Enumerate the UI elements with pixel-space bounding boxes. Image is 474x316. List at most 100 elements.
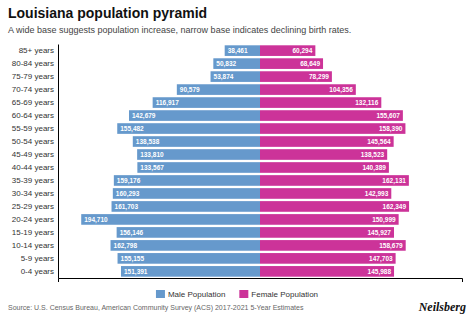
data-label: 155,607 — [376, 112, 400, 120]
data-label: 160,293 — [116, 190, 140, 198]
bar — [137, 162, 260, 173]
y-tick-label: 85+ years — [19, 46, 54, 55]
data-label: 155,155 — [121, 255, 145, 263]
bar — [260, 84, 356, 95]
data-label: 138,538 — [136, 138, 160, 146]
bar — [260, 240, 406, 251]
bar — [114, 175, 260, 186]
data-label: 142,679 — [132, 112, 156, 120]
y-tick-label: 60-64 years — [12, 111, 54, 120]
bar — [260, 149, 387, 160]
data-labels: 151,391155,155162,798156,146194,710161,7… — [84, 47, 406, 276]
y-tick-label: 15-19 years — [12, 228, 54, 237]
data-label: 145,564 — [367, 138, 391, 146]
bar — [117, 227, 260, 238]
y-tick-label: 0-4 years — [21, 267, 54, 276]
y-tick-label: 10-14 years — [12, 241, 54, 250]
data-label: 53,874 — [214, 73, 234, 81]
y-tick: 45-49 years — [12, 150, 58, 159]
title: Louisiana population pyramid — [8, 5, 207, 21]
y-tick-label: 70-74 years — [12, 85, 54, 94]
data-label: 90,579 — [180, 86, 200, 94]
legend-item: Male Population — [156, 290, 225, 299]
data-label: 155,482 — [120, 125, 144, 133]
data-label: 133,567 — [140, 164, 164, 172]
y-tick: 85+ years — [19, 46, 58, 55]
data-label: 162,131 — [382, 177, 406, 185]
data-label: 151,391 — [124, 268, 148, 276]
y-tick-label: 45-49 years — [12, 150, 54, 159]
data-label: 50,832 — [216, 60, 236, 68]
y-axis: 0-4 years 5-9 years 10-14 years 15-19 years… — [12, 45, 59, 279]
legend-label: Female Population — [251, 290, 318, 299]
bar — [260, 97, 381, 108]
bar — [260, 58, 323, 69]
bar — [153, 97, 260, 108]
data-label: 138,523 — [361, 151, 385, 159]
y-tick-label: 25-29 years — [12, 202, 54, 211]
data-label: 158,679 — [379, 242, 403, 250]
bar — [260, 188, 391, 199]
bar — [211, 71, 260, 82]
bar — [225, 45, 260, 56]
legend-label: Male Population — [168, 290, 225, 299]
y-tick: 80-84 years — [12, 59, 58, 68]
bar — [260, 201, 409, 212]
data-label: 158,390 — [379, 125, 403, 133]
y-tick: 40-44 years — [12, 163, 58, 172]
bar — [260, 71, 332, 82]
chart: Louisiana population pyramid A wide base … — [0, 0, 474, 316]
bar — [260, 123, 405, 134]
data-label: 140,389 — [362, 164, 386, 172]
source: Source: U.S. Census Bureau, American Com… — [8, 304, 304, 312]
y-tick: 70-74 years — [12, 85, 58, 94]
y-tick: 30-34 years — [12, 189, 58, 198]
y-tick: 75-79 years — [12, 72, 58, 81]
bar — [260, 214, 399, 225]
y-tick: 55-59 years — [12, 124, 58, 133]
bar — [81, 214, 260, 225]
y-tick: 15-19 years — [12, 228, 58, 237]
data-label: 145,927 — [367, 229, 391, 237]
bar — [260, 266, 394, 277]
y-tick: 20-24 years — [12, 215, 58, 224]
legend-item: Female Population — [239, 290, 318, 299]
bar — [121, 266, 260, 277]
bar — [118, 253, 260, 264]
y-tick: 50-54 years — [12, 137, 58, 146]
bar — [129, 110, 260, 121]
data-label: 156,146 — [120, 229, 144, 237]
x-axis-line — [59, 279, 463, 283]
y-tick-label: 55-59 years — [12, 124, 54, 133]
y-tick: 65-69 years — [12, 98, 58, 107]
bar — [260, 227, 394, 238]
bar — [111, 240, 260, 251]
bar — [112, 201, 260, 212]
data-label: 150,999 — [372, 216, 396, 224]
data-label: 145,988 — [368, 268, 392, 276]
bar — [137, 149, 260, 160]
bar — [260, 253, 396, 264]
bar — [260, 110, 403, 121]
subtitle: A wide base suggests population increase… — [8, 25, 351, 35]
data-label: 60,294 — [292, 47, 312, 55]
data-label: 38,461 — [228, 47, 248, 55]
x-axis — [59, 279, 463, 283]
legend-swatch — [156, 290, 165, 298]
y-tick-label: 30-34 years — [12, 189, 54, 198]
data-label: 159,176 — [117, 177, 141, 185]
y-tick-label: 35-39 years — [12, 176, 54, 185]
data-label: 116,917 — [156, 99, 180, 107]
legend: Male Population Female Population — [156, 290, 318, 299]
y-tick: 0-4 years — [21, 267, 58, 276]
y-tick-label: 20-24 years — [12, 215, 54, 224]
bar — [113, 188, 260, 199]
y-tick-label: 80-84 years — [12, 59, 54, 68]
bar — [260, 136, 394, 147]
legend-swatch — [239, 290, 248, 298]
y-tick: 25-29 years — [12, 202, 58, 211]
y-tick-label: 5-9 years — [21, 254, 54, 263]
y-tick: 10-14 years — [12, 241, 58, 250]
bar — [117, 123, 260, 134]
y-tick-label: 65-69 years — [12, 98, 54, 107]
